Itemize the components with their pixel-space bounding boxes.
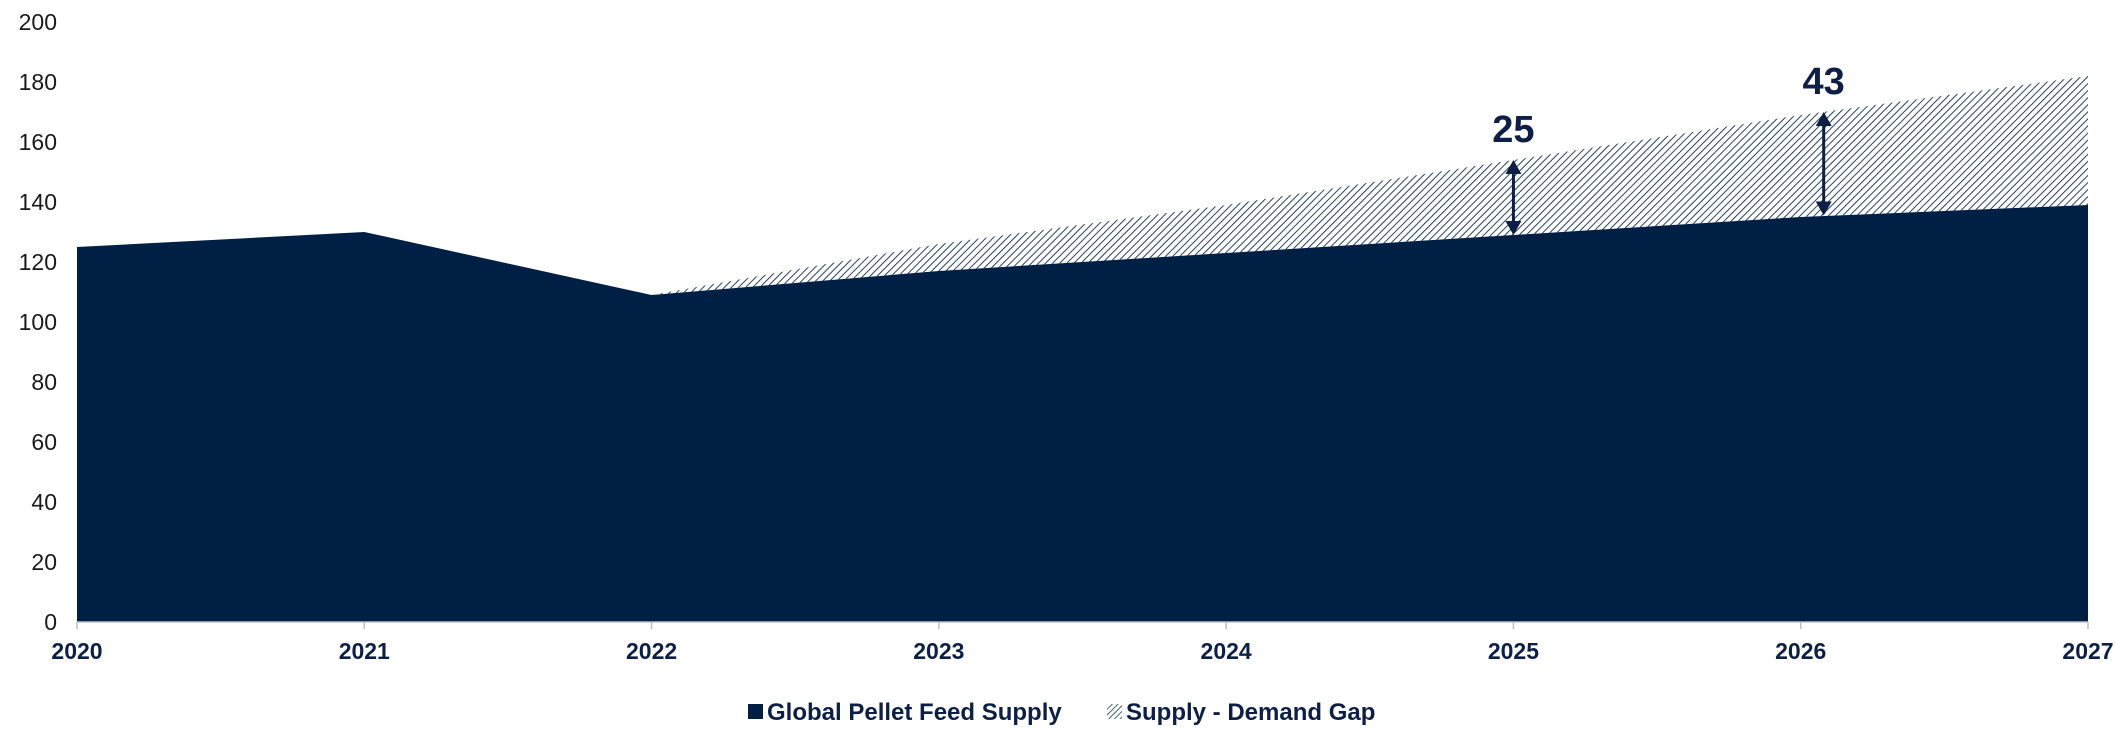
gap-arrow-25 (1505, 160, 1522, 235)
y-tick-label: 80 (31, 369, 57, 395)
y-tick-label: 180 (19, 69, 57, 95)
x-tick-label: 2021 (339, 638, 390, 664)
legend-swatch-gap (1107, 704, 1122, 719)
series-area-global-pellet-feed-supply (77, 205, 2088, 622)
y-tick-label: 120 (19, 249, 57, 275)
y-tick-label: 40 (31, 489, 57, 515)
arrow-head-up (1505, 160, 1522, 174)
gap-arrow-43 (1815, 112, 1832, 216)
legend-label-supply: Global Pellet Feed Supply (767, 699, 1062, 726)
arrow-head-down (1505, 221, 1522, 235)
y-tick-label: 20 (31, 549, 57, 575)
x-tick-label: 2023 (913, 638, 964, 664)
x-tick-label: 2022 (626, 638, 677, 664)
arrow-head-up (1815, 112, 1832, 126)
x-tick-label: 2024 (1201, 638, 1252, 664)
gap-annotations: 25 43 (1492, 61, 1845, 235)
legend: Global Pellet Feed Supply Supply - Demand… (748, 699, 1375, 726)
plot-area (77, 76, 2088, 622)
axes: 0 20 40 60 80 100 120 140 160 180 200 2020 2021 2022 2… (19, 9, 2114, 664)
gap-value-label: 25 (1492, 109, 1534, 151)
series-area-supply-demand-gap (77, 76, 2088, 295)
x-tick-label: 2020 (51, 638, 102, 664)
y-tick-label: 200 (19, 9, 57, 35)
x-tick-label: 2026 (1775, 638, 1826, 664)
y-tick-label: 140 (19, 189, 57, 215)
y-tick-label: 0 (44, 609, 57, 635)
legend-swatch-supply (748, 704, 763, 719)
arrow-head-down (1815, 201, 1832, 216)
y-tick-label: 100 (19, 309, 57, 335)
x-tick-label: 2027 (2062, 638, 2113, 664)
y-tick-label: 60 (31, 429, 57, 455)
x-tick-label: 2025 (1488, 638, 1539, 664)
legend-label-gap: Supply - Demand Gap (1126, 699, 1375, 726)
y-tick-label: 160 (19, 129, 57, 155)
gap-value-label: 43 (1803, 61, 1845, 103)
